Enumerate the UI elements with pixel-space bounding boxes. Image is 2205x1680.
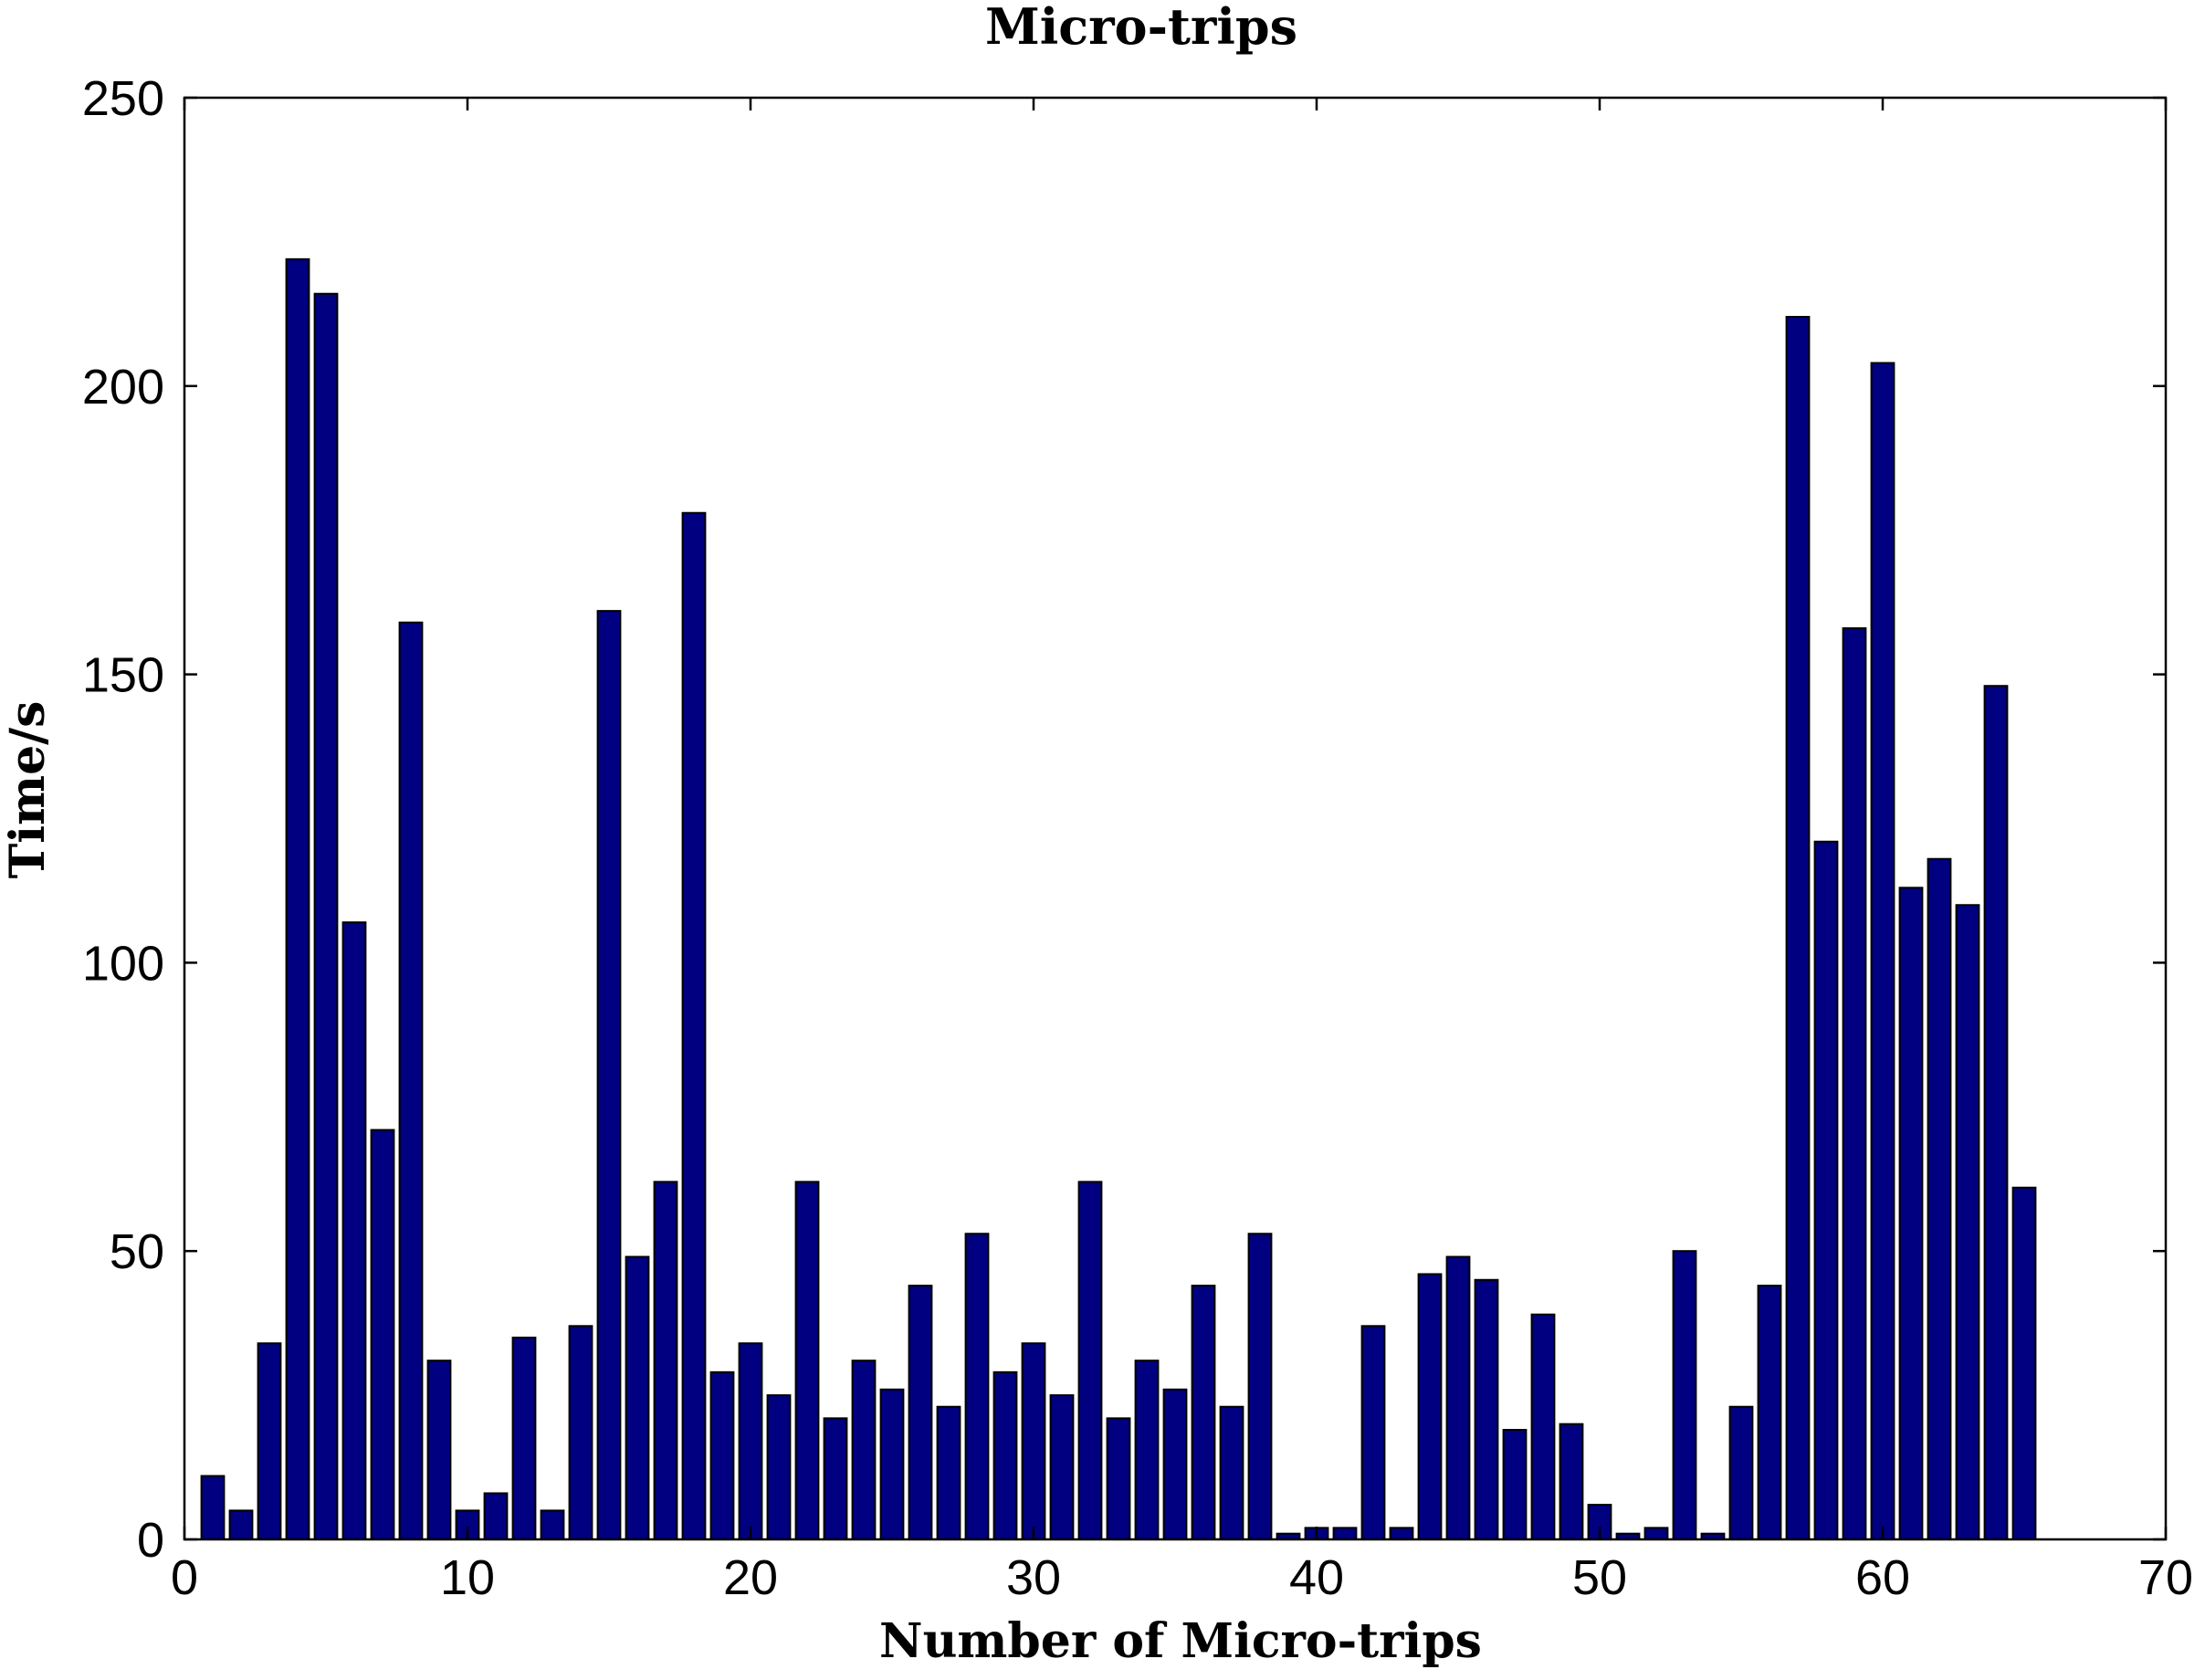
ticks-layer (183, 96, 2168, 1541)
bar (398, 621, 424, 1540)
y-tick-label: 100 (82, 936, 164, 991)
bar (511, 1336, 537, 1540)
bar (1728, 1405, 1754, 1541)
bar (1757, 1285, 1782, 1540)
bar (1332, 1527, 1358, 1541)
bar (964, 1233, 990, 1540)
bar (257, 1342, 282, 1540)
bar (1191, 1285, 1216, 1540)
bar (653, 1181, 678, 1540)
x-tick-label: 50 (1572, 1550, 1627, 1605)
bar (1983, 685, 2009, 1540)
plot-frame (183, 96, 2168, 1541)
bar (851, 1360, 877, 1540)
bar (1955, 904, 1980, 1540)
bar (1021, 1342, 1046, 1540)
bar (568, 1325, 593, 1540)
bar (992, 1370, 1018, 1541)
bar (483, 1492, 509, 1541)
bar (341, 921, 367, 1540)
y-tick-labels: 0 50 100 150 200 250 (82, 71, 164, 1568)
bar (1219, 1405, 1244, 1541)
chart-title: Micro-trips (985, 0, 1297, 56)
bars-layer (200, 257, 2037, 1541)
bar (625, 1255, 650, 1540)
bar (1134, 1360, 1160, 1540)
bar (596, 610, 622, 1540)
bar (908, 1285, 933, 1540)
bar (1870, 362, 1895, 1540)
x-tick-label: 20 (723, 1550, 778, 1605)
bar (1898, 887, 1924, 1540)
bar (370, 1129, 395, 1540)
x-tick-label: 0 (171, 1550, 198, 1605)
bar (823, 1417, 848, 1541)
x-tick-labels: 0 10 20 30 40 50 60 70 (171, 1550, 2193, 1605)
bar (1842, 627, 1867, 1540)
bar (879, 1388, 905, 1541)
bar (1474, 1278, 1499, 1541)
bar (1502, 1428, 1528, 1540)
x-tick-label: 70 (2138, 1550, 2193, 1605)
bar (1106, 1417, 1131, 1541)
bar (2011, 1186, 2037, 1540)
bar (709, 1370, 735, 1541)
bar (738, 1342, 763, 1540)
x-tick-label: 40 (1289, 1550, 1344, 1605)
bar (1247, 1233, 1273, 1540)
bar (1927, 857, 1952, 1540)
x-tick-label: 30 (1006, 1550, 1061, 1605)
bar (1785, 316, 1811, 1540)
bar (1162, 1388, 1188, 1541)
bar (1445, 1255, 1471, 1540)
bar (426, 1360, 452, 1540)
bar (1672, 1250, 1697, 1540)
y-tick-label: 150 (82, 648, 164, 703)
bar (1077, 1181, 1103, 1540)
y-tick-label: 250 (82, 71, 164, 126)
bar (1559, 1423, 1584, 1541)
bar (1049, 1394, 1075, 1540)
bar (1360, 1325, 1386, 1540)
bar (1643, 1527, 1669, 1541)
bar (1813, 840, 1839, 1540)
bar (936, 1405, 961, 1541)
bar (766, 1394, 792, 1540)
bar (1389, 1527, 1414, 1541)
bar (1530, 1313, 1556, 1541)
x-tick-label: 60 (1855, 1550, 1910, 1605)
bar (540, 1509, 565, 1541)
x-axis-label: Number of Micro-trips (879, 1613, 1482, 1669)
y-tick-label: 50 (110, 1224, 164, 1279)
bar (1417, 1273, 1443, 1540)
bar (285, 257, 310, 1540)
bar (794, 1181, 820, 1540)
y-axis-label: Time/s (0, 701, 56, 879)
bar (200, 1475, 226, 1541)
y-tick-label: 0 (137, 1513, 164, 1568)
bar (313, 292, 339, 1540)
bar (228, 1509, 254, 1541)
x-tick-label: 10 (440, 1550, 495, 1605)
bar (681, 511, 707, 1541)
y-tick-label: 200 (82, 360, 164, 415)
